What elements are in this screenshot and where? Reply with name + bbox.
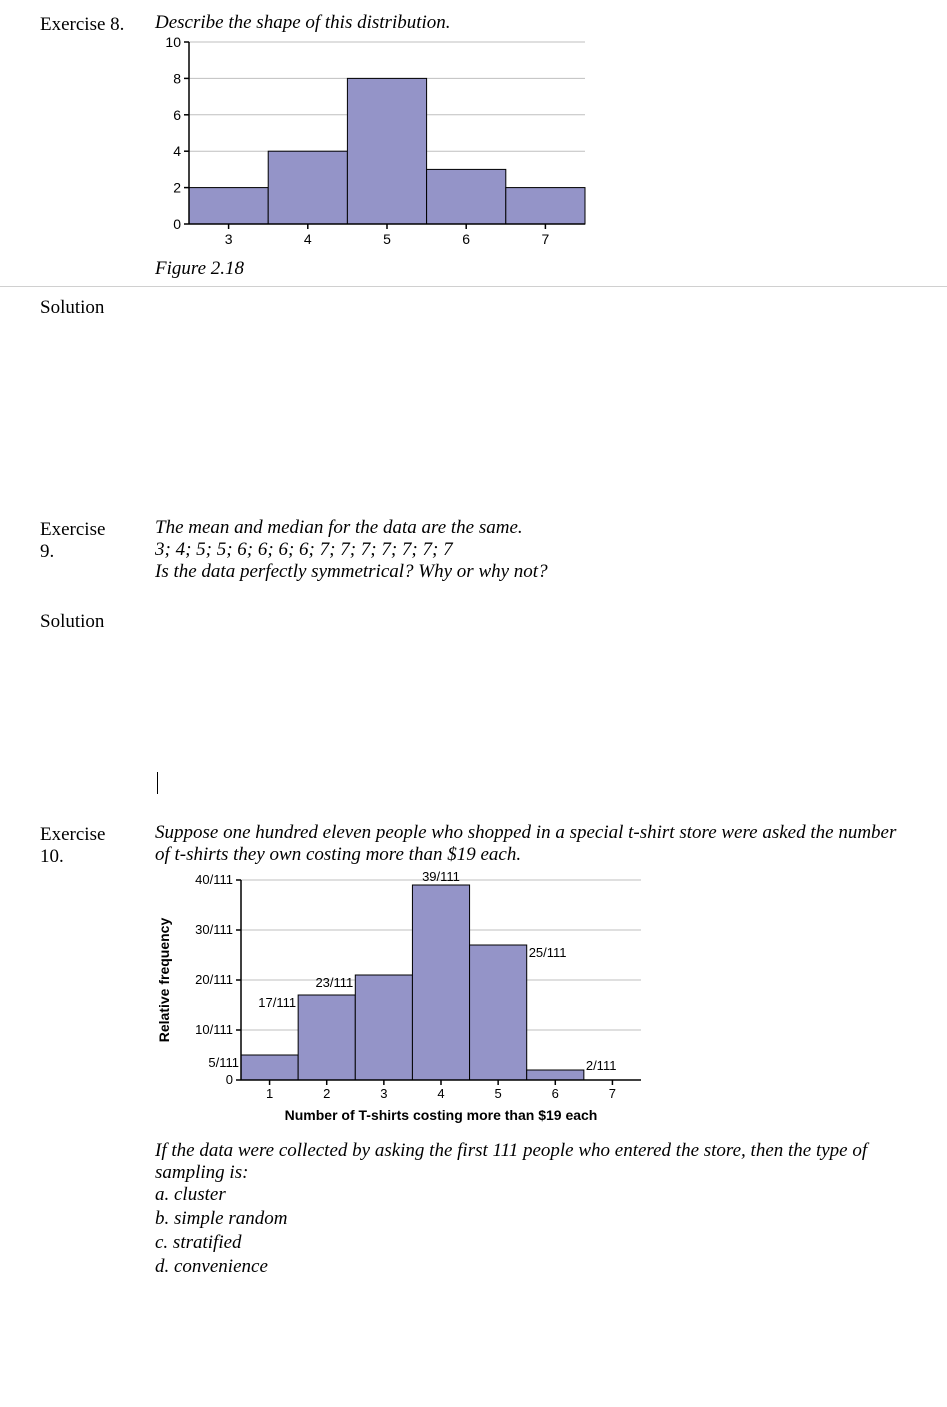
- svg-text:10: 10: [165, 34, 181, 50]
- svg-text:25/111: 25/111: [529, 945, 567, 960]
- svg-text:7: 7: [542, 231, 550, 247]
- exercise-9-line2: 3; 4; 5; 5; 6; 6; 6; 6; 7; 7; 7; 7; 7; 7…: [155, 539, 907, 561]
- exercise-8-body: Describe the shape of this distribution.…: [155, 12, 907, 280]
- option-d: d. convenience: [155, 1256, 907, 1278]
- exercise-9-line1: The mean and median for the data are the…: [155, 517, 907, 539]
- cursor-row: [40, 771, 907, 794]
- svg-text:1: 1: [266, 1086, 273, 1101]
- exercise-9-body: The mean and median for the data are the…: [155, 517, 907, 583]
- svg-text:5: 5: [495, 1086, 502, 1101]
- exercise-10-chart: 5/111 17/111 23/111 39/111 25/111 2/111 0 10/11…: [155, 866, 907, 1126]
- exercise-8: Exercise 8. Describe the shape of this d…: [40, 12, 907, 280]
- svg-text:40/111: 40/111: [195, 872, 233, 887]
- svg-text:6: 6: [462, 231, 470, 247]
- svg-text:0: 0: [226, 1072, 233, 1087]
- exercise-10-intro: Suppose one hundred eleven people who sh…: [155, 822, 907, 866]
- exercise-9-line3: Is the data perfectly symmetrical? Why o…: [155, 561, 907, 583]
- svg-text:23/111: 23/111: [315, 975, 353, 990]
- exercise-8-solution-label: Solution: [40, 297, 907, 319]
- spacer: [40, 641, 907, 771]
- svg-text:2/111: 2/111: [586, 1058, 617, 1073]
- exercise-8-label: Exercise 8.: [40, 12, 155, 36]
- svg-text:6: 6: [173, 107, 181, 123]
- svg-text:4: 4: [173, 143, 181, 159]
- exercise-9: Exercise 9. The mean and median for the …: [40, 517, 907, 583]
- svg-text:Relative frequency: Relative frequency: [156, 917, 172, 1042]
- divider: [0, 286, 947, 287]
- svg-text:7: 7: [609, 1086, 616, 1101]
- svg-text:6: 6: [552, 1086, 559, 1101]
- exercise-8-chart: 0 2 4 6 8 10 3 4 5 6 7: [155, 34, 907, 254]
- svg-text:2: 2: [173, 180, 181, 196]
- svg-text:0: 0: [173, 216, 181, 232]
- svg-text:30/111: 30/111: [195, 922, 233, 937]
- svg-text:8: 8: [173, 70, 181, 86]
- svg-text:3: 3: [225, 231, 233, 247]
- exercise-10-label: Exercise 10.: [40, 822, 155, 868]
- option-a: a. cluster: [155, 1184, 907, 1206]
- svg-text:4: 4: [304, 231, 312, 247]
- exercise-9-label: Exercise 9.: [40, 517, 155, 563]
- spacer: [40, 327, 907, 517]
- exercise-8-figure-caption: Figure 2.18: [155, 258, 907, 280]
- svg-text:5: 5: [383, 231, 391, 247]
- svg-text:10/111: 10/111: [195, 1022, 233, 1037]
- text-cursor-icon: [157, 772, 158, 794]
- exercise-10-options: a. cluster b. simple random c. stratifie…: [155, 1184, 907, 1278]
- exercise-10-followup: If the data were collected by asking the…: [155, 1140, 907, 1184]
- exercise-9-solution-label: Solution: [40, 611, 907, 633]
- svg-text:39/111: 39/111: [422, 869, 460, 884]
- svg-text:5/111: 5/111: [208, 1055, 239, 1070]
- svg-text:4: 4: [437, 1086, 444, 1101]
- svg-text:20/111: 20/111: [195, 972, 233, 987]
- svg-text:2: 2: [323, 1086, 330, 1101]
- exercise-8-prompt: Describe the shape of this distribution.: [155, 12, 907, 34]
- exercise-10-body: Suppose one hundred eleven people who sh…: [155, 822, 907, 1280]
- svg-text:17/111: 17/111: [258, 995, 296, 1010]
- svg-text:3: 3: [380, 1086, 387, 1101]
- page: Exercise 8. Describe the shape of this d…: [0, 0, 947, 1300]
- option-b: b. simple random: [155, 1208, 907, 1230]
- svg-text:Number of T-shirts costing mor: Number of T-shirts costing more than $19…: [285, 1107, 598, 1123]
- option-c: c. stratified: [155, 1232, 907, 1254]
- exercise-10: Exercise 10. Suppose one hundred eleven …: [40, 822, 907, 1280]
